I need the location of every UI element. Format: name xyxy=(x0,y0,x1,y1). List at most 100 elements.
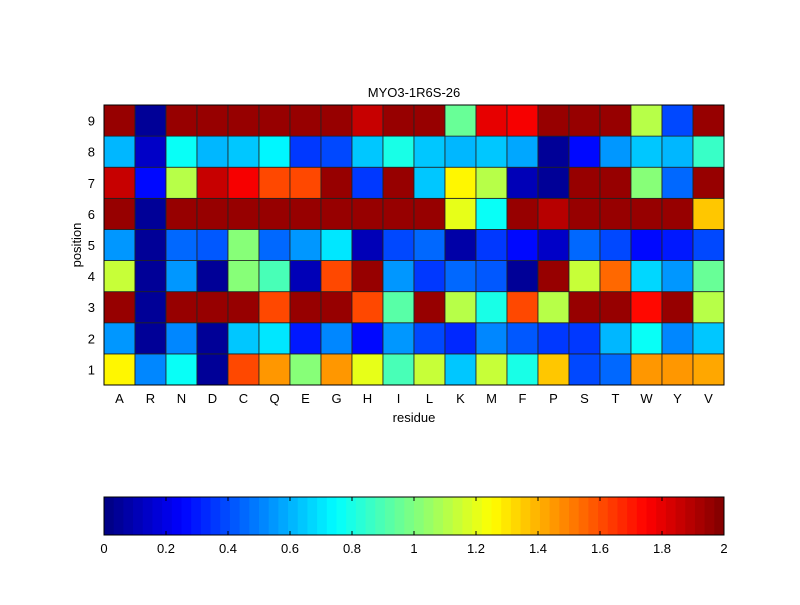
colorbar-segment xyxy=(307,497,318,535)
heatmap-cell xyxy=(289,291,322,324)
heatmap-cell xyxy=(599,197,632,230)
heatmap-cell xyxy=(382,166,415,199)
y-tick-label: 6 xyxy=(88,207,95,222)
x-tick-label: L xyxy=(426,391,433,406)
heatmap-cell xyxy=(165,135,198,168)
heatmap-cell xyxy=(351,229,384,261)
heatmap-cell xyxy=(568,322,601,355)
heatmap-cell xyxy=(444,291,477,324)
colorbar-tick-label: 1.8 xyxy=(653,541,671,556)
heatmap-cell xyxy=(661,197,694,230)
heatmap-cell xyxy=(475,260,508,293)
colorbar-segment xyxy=(598,497,609,535)
heatmap-cell xyxy=(103,104,136,137)
colorbar-segment xyxy=(365,497,376,535)
heatmap-cell xyxy=(227,135,260,168)
heatmap-cell xyxy=(165,229,198,261)
heatmap-cell xyxy=(134,353,167,386)
heatmap-cell xyxy=(196,229,229,261)
colorbar-segment xyxy=(162,497,173,535)
heatmap-cell xyxy=(165,291,198,324)
heatmap-cell xyxy=(289,322,322,355)
x-tick-label: Q xyxy=(269,391,279,406)
heatmap-cell xyxy=(444,229,477,261)
heatmap-cell xyxy=(568,260,601,293)
heatmap-cell xyxy=(134,104,167,137)
heatmap-cell xyxy=(258,353,291,386)
y-tick-label: 2 xyxy=(88,331,95,346)
heatmap-cell xyxy=(103,166,136,199)
heatmap-cell xyxy=(227,322,260,355)
heatmap-cell xyxy=(475,291,508,324)
colorbar-tick-label: 2 xyxy=(720,541,727,556)
heatmap-cell xyxy=(351,135,384,168)
heatmap-cell xyxy=(227,260,260,293)
heatmap-cell xyxy=(537,104,570,137)
heatmap-cell xyxy=(692,166,725,199)
heatmap-cell xyxy=(692,135,725,168)
colorbar-segment xyxy=(404,497,415,535)
heatmap-cell xyxy=(382,197,415,230)
y-tick-label: 8 xyxy=(88,145,95,160)
heatmap-cell xyxy=(196,104,229,137)
colorbar-segment xyxy=(452,497,463,535)
heatmap-cell xyxy=(537,322,570,355)
colorbar-segment xyxy=(501,497,512,535)
colorbar-tick-label: 0 xyxy=(100,541,107,556)
heatmap-cell xyxy=(382,104,415,137)
heatmap-cell xyxy=(103,135,136,168)
heatmap-cell xyxy=(630,260,663,293)
colorbar-segment xyxy=(578,497,589,535)
colorbar-segment xyxy=(259,497,270,535)
colorbar-segment xyxy=(268,497,279,535)
heatmap-cell xyxy=(506,229,539,261)
heatmap-cell xyxy=(661,291,694,324)
heatmap-cell xyxy=(227,197,260,230)
y-tick-label: 1 xyxy=(88,362,95,377)
heatmap-cell xyxy=(630,353,663,386)
x-tick-label: H xyxy=(363,391,372,406)
colorbar-segment xyxy=(326,497,337,535)
colorbar-segment xyxy=(588,497,599,535)
colorbar-segment xyxy=(297,497,308,535)
colorbar-segment xyxy=(685,497,696,535)
heatmap-cell xyxy=(289,104,322,137)
heatmap-cell xyxy=(475,229,508,261)
heatmap-cell xyxy=(630,166,663,199)
heatmap-cell xyxy=(320,229,353,261)
heatmap-cell xyxy=(506,260,539,293)
heatmap-cell xyxy=(661,322,694,355)
heatmap-cell xyxy=(227,104,260,137)
colorbar-segment xyxy=(433,497,444,535)
colorbar-tick-label: 1.2 xyxy=(467,541,485,556)
heatmap-cell xyxy=(103,353,136,386)
heatmap-cell xyxy=(134,166,167,199)
colorbar-tick-label: 1.6 xyxy=(591,541,609,556)
colorbar-segment xyxy=(694,497,706,535)
heatmap-cell xyxy=(165,197,198,230)
x-tick-label: V xyxy=(704,391,713,406)
heatmap-cell xyxy=(599,291,632,324)
heatmap-cell xyxy=(413,197,446,230)
colorbar-segment xyxy=(317,497,328,535)
heatmap-cell xyxy=(630,104,663,137)
heatmap-cell xyxy=(599,353,632,386)
colorbar-segment xyxy=(559,497,570,535)
heatmap-cell xyxy=(165,104,198,137)
heatmap-cell xyxy=(599,229,632,261)
heatmap-cell xyxy=(320,104,353,137)
heatmap-cell xyxy=(444,135,477,168)
heatmap-cell xyxy=(475,166,508,199)
heatmap-cell xyxy=(289,166,322,199)
heatmap-cell xyxy=(258,229,291,261)
x-tick-label: T xyxy=(612,391,620,406)
heatmap-cell xyxy=(413,353,446,386)
heatmap-cell xyxy=(661,104,694,137)
colorbar-segment xyxy=(714,497,725,535)
x-tick-label: S xyxy=(580,391,589,406)
x-tick-label: G xyxy=(331,391,341,406)
heatmap-cell xyxy=(134,229,167,261)
heatmap-cell xyxy=(320,353,353,386)
heatmap-cell xyxy=(165,166,198,199)
heatmap-cell xyxy=(320,135,353,168)
